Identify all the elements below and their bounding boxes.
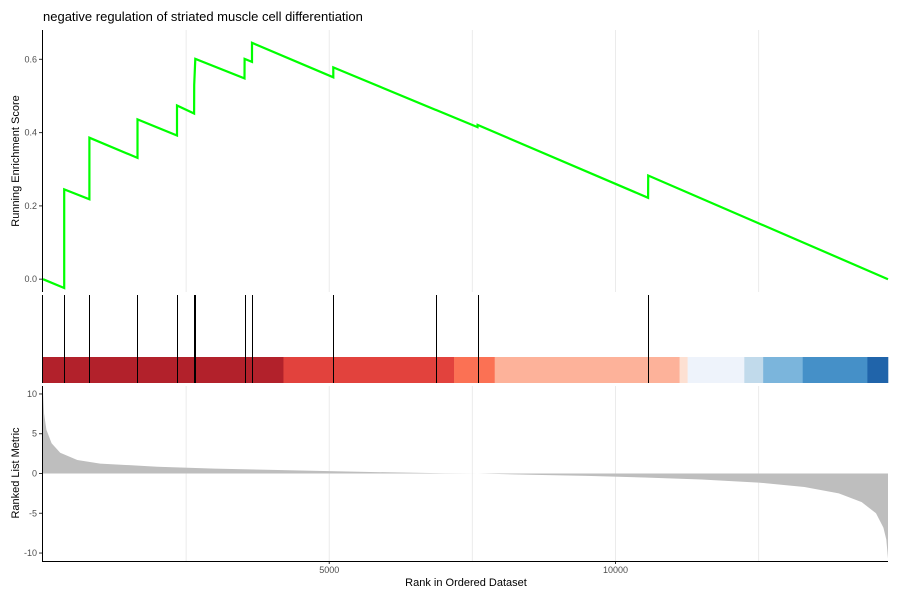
x-axis-title: Rank in Ordered Dataset <box>405 577 527 589</box>
enrichment-y-axis-title: Running Enrichment Score <box>10 95 22 226</box>
ranked-list-y-tick-label: -5 <box>29 508 37 518</box>
ranked-list-y-tick-label: 5 <box>32 429 37 439</box>
enrichment-panel: 0.0 0.2 0.4 0.6 Running Enrichment Score <box>10 30 889 292</box>
enrichment-y-tick-label: 0.4 <box>24 128 37 138</box>
ranked-list-y-tick-label: 0 <box>32 469 37 479</box>
rank-color-band <box>494 357 680 383</box>
enrichment-y-tick-label: 0.2 <box>24 201 37 211</box>
x-tick-label: 10000 <box>603 565 628 575</box>
ranked-list-y-axis-title: Ranked List Metric <box>10 427 22 519</box>
enrichment-y-tick-label: 0.0 <box>24 274 37 284</box>
ranked-list-y-tick-label: 10 <box>27 389 37 399</box>
ranked-list-panel: 10 5 0 -5 -10 5000 10000 Ranked List Metric R… <box>10 386 888 589</box>
ranked-list-area <box>43 392 888 559</box>
enrichment-y-axis: 0.0 0.2 0.4 0.6 <box>24 54 42 284</box>
rank-color-band <box>454 357 495 383</box>
rank-color-band <box>679 357 688 383</box>
ranked-list-y-tick-label: -10 <box>24 548 37 558</box>
gene-hit-marks <box>64 295 649 383</box>
rank-color-bands <box>43 357 889 383</box>
rank-color-band <box>763 357 803 383</box>
hits-panel <box>42 295 889 383</box>
rank-color-band <box>687 357 745 383</box>
rank-color-band <box>744 357 764 383</box>
enrichment-y-tick-label: 0.6 <box>24 54 37 64</box>
ranked-list-y-axis: 10 5 0 -5 -10 <box>24 389 42 558</box>
rank-color-band <box>283 357 455 383</box>
rank-color-band <box>802 357 868 383</box>
running-enrichment-line <box>42 41 889 290</box>
enrichment-grid <box>185 30 760 292</box>
rank-color-band <box>43 357 284 383</box>
rank-color-band <box>867 357 889 383</box>
x-tick-label: 5000 <box>319 565 339 575</box>
ranked-list-x-axis: 5000 10000 <box>319 561 628 575</box>
chart-title: negative regulation of striated muscle c… <box>43 9 363 24</box>
